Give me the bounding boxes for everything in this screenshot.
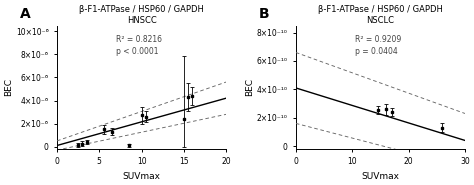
Title: β-F1-ATPase / HSP60 / GAPDH
HNSCC: β-F1-ATPase / HSP60 / GAPDH HNSCC [79, 5, 204, 25]
Y-axis label: BEC: BEC [4, 78, 13, 96]
Title: β-F1-ATPase / HSP60 / GAPDH
NSCLC: β-F1-ATPase / HSP60 / GAPDH NSCLC [318, 5, 443, 25]
Text: A: A [20, 7, 31, 21]
X-axis label: SUVmax: SUVmax [362, 172, 400, 181]
X-axis label: SUVmax: SUVmax [123, 172, 161, 181]
Text: R² = 0.9209
p = 0.0404: R² = 0.9209 p = 0.0404 [355, 35, 401, 56]
Text: B: B [259, 7, 269, 21]
Y-axis label: BEC: BEC [245, 78, 254, 96]
Text: R² = 0.8216
p < 0.0001: R² = 0.8216 p < 0.0001 [116, 35, 162, 56]
